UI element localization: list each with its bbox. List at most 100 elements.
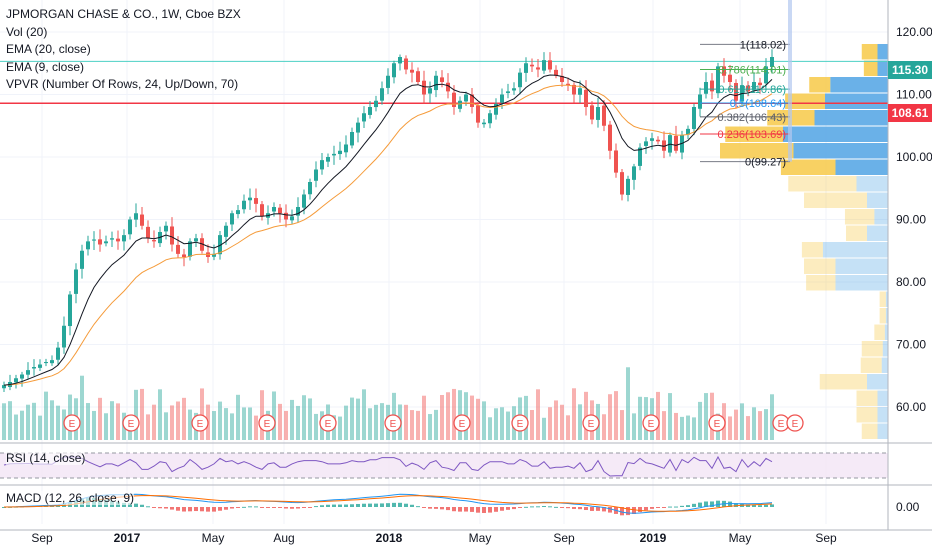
volume-bar xyxy=(110,401,114,440)
volume-bar xyxy=(446,392,450,440)
symbol-title[interactable]: JPMORGAN CHASE & CO., 1W, Cboe BZX xyxy=(6,7,241,21)
vpvr-down-bar xyxy=(788,176,857,192)
macd-histogram-bar xyxy=(128,503,132,507)
candle-body xyxy=(470,94,474,107)
candle-body xyxy=(692,107,696,129)
vpvr-up-bar xyxy=(867,192,888,208)
vpvr-down-bar xyxy=(861,423,878,439)
candle-body xyxy=(260,204,264,217)
volume-bar xyxy=(500,407,504,440)
macd-histogram-bar xyxy=(350,504,354,507)
volume-bar xyxy=(620,410,624,440)
macd-histogram-bar xyxy=(326,504,330,507)
x-tick-label: 2017 xyxy=(114,531,141,545)
volume-bar xyxy=(566,415,570,440)
candle-body xyxy=(578,88,582,95)
x-tick-label: Sep xyxy=(553,531,575,545)
volume-bar xyxy=(554,400,558,440)
volume-bar xyxy=(32,402,36,440)
volume-bar xyxy=(608,394,612,440)
macd-histogram-bar xyxy=(158,507,162,509)
volume-bar xyxy=(668,393,672,440)
macd-histogram-bar xyxy=(680,505,684,507)
volume-bar xyxy=(632,413,636,440)
candle-body xyxy=(50,360,54,364)
candle-body xyxy=(398,57,402,64)
volume-bar xyxy=(152,404,156,440)
volume-bar xyxy=(44,391,48,440)
macd-histogram-bar xyxy=(632,507,636,514)
vpvr-down-bar xyxy=(863,60,878,76)
candle-body xyxy=(482,122,486,125)
volume-bar xyxy=(338,416,342,440)
candle-body xyxy=(338,150,342,155)
candle-body xyxy=(302,194,306,208)
candle-body xyxy=(248,197,252,201)
volume-bar xyxy=(278,403,282,440)
volume-bar xyxy=(356,398,360,440)
candle-body xyxy=(512,88,516,91)
candle-body xyxy=(614,150,618,173)
macd-histogram-bar xyxy=(518,507,522,508)
volume-indicator-label[interactable]: Vol (20) xyxy=(6,24,48,39)
vpvr-down-bar xyxy=(846,225,867,241)
candle-body xyxy=(638,147,642,166)
volume-bar xyxy=(368,408,372,440)
earnings-marker-label: E xyxy=(714,419,721,430)
macd-histogram-bar xyxy=(608,507,612,513)
volume-bar xyxy=(290,399,294,440)
macd-histogram-bar xyxy=(218,507,222,511)
candle-body xyxy=(356,122,360,133)
vpvr-down-bar xyxy=(806,275,836,291)
volume-bar xyxy=(404,404,408,440)
y-tick-label: 120.00 xyxy=(896,25,932,39)
volume-bar xyxy=(344,405,348,440)
y-tick-label: 70.00 xyxy=(896,338,926,352)
macd-histogram-bar xyxy=(422,507,426,508)
candle-body xyxy=(542,60,546,71)
candle-body xyxy=(770,57,774,67)
vpvr-up-bar xyxy=(877,60,888,76)
volume-bar xyxy=(200,388,204,440)
volume-bar xyxy=(428,414,432,440)
vpvr-up-bar xyxy=(882,341,888,357)
macd-histogram-bar xyxy=(536,506,540,508)
macd-histogram-bar xyxy=(584,507,588,511)
macd-histogram-bar xyxy=(302,507,306,508)
macd-histogram-bar xyxy=(356,503,360,507)
x-tick-label: Aug xyxy=(273,531,294,545)
vpvr-down-bar xyxy=(879,291,886,307)
volume-bar xyxy=(680,416,684,440)
candle-body xyxy=(560,75,564,82)
macd-histogram-bar xyxy=(410,504,414,507)
rsi-line xyxy=(3,455,773,477)
y-tick-label: 100.00 xyxy=(896,150,932,164)
macd-indicator-label[interactable]: MACD (12, 26, close, 9) xyxy=(6,491,135,505)
macd-histogram-bar xyxy=(434,507,438,509)
macd-histogram-bar xyxy=(476,507,480,513)
volume-bar xyxy=(26,404,30,440)
macd-histogram-bar xyxy=(758,505,762,507)
vpvr-indicator-label[interactable]: VPVR (Number Of Rows, 24, Up/Down, 70) xyxy=(6,77,239,91)
ema9-indicator-label[interactable]: EMA (9, close) xyxy=(6,59,85,74)
candle-body xyxy=(464,94,468,102)
volume-bar xyxy=(470,395,474,440)
macd-histogram-bar xyxy=(188,507,192,512)
macd-histogram-bar xyxy=(194,507,198,512)
candle-body xyxy=(722,66,726,76)
macd-histogram-bar xyxy=(146,506,150,508)
candle-body xyxy=(290,216,294,221)
vpvr-down-bar xyxy=(861,44,878,60)
macd-histogram-bar xyxy=(686,505,690,507)
macd-histogram-bar xyxy=(320,505,324,507)
volume-bar xyxy=(536,389,540,440)
rsi-indicator-label[interactable]: RSI (14, close) xyxy=(6,451,86,465)
candle-body xyxy=(92,239,96,241)
earnings-marker-label: E xyxy=(588,419,595,430)
earnings-marker-label: E xyxy=(648,419,655,430)
macd-histogram-bar xyxy=(524,506,528,508)
ema20-indicator-label[interactable]: EMA (20, close) xyxy=(6,42,91,56)
macd-histogram-bar xyxy=(242,506,246,508)
candle-body xyxy=(566,83,570,86)
